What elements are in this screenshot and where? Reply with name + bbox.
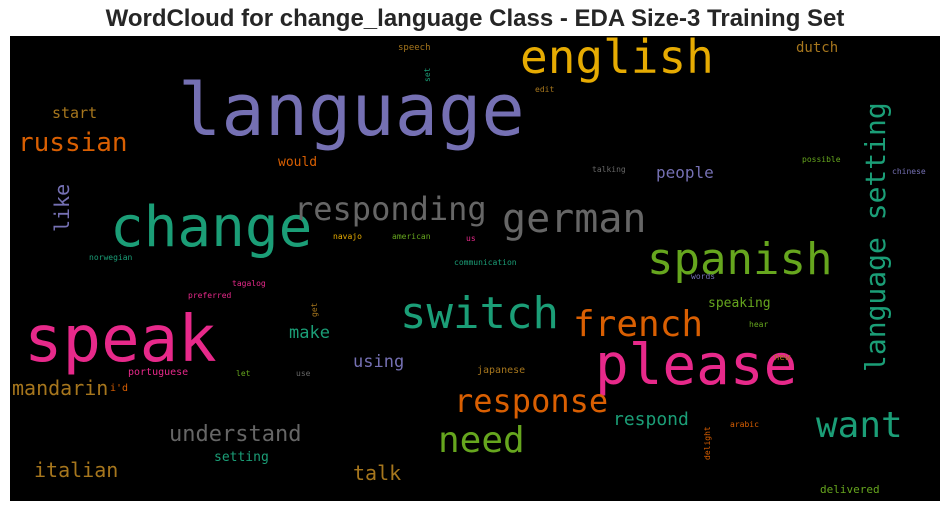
word-switch: switch xyxy=(400,288,559,339)
word-use: use xyxy=(296,369,311,378)
word-i-d: i'd xyxy=(110,383,129,394)
word-german: german xyxy=(502,196,647,242)
word-let: let xyxy=(236,369,251,378)
word-delivered: delivered xyxy=(820,483,880,496)
word-cloud: language english change speak please ger… xyxy=(10,36,940,501)
word-delight: delight xyxy=(703,426,712,460)
word-speech: speech xyxy=(398,43,431,53)
word-dutch: dutch xyxy=(796,40,839,56)
word-please: please xyxy=(595,333,798,398)
word-possible: possible xyxy=(802,155,841,164)
word-need: need xyxy=(438,420,525,461)
word-tagalog: tagalog xyxy=(232,279,266,288)
word-words: words xyxy=(691,272,716,281)
word-hear: hear xyxy=(749,320,769,329)
word-setting: setting xyxy=(214,450,269,465)
word-response: response xyxy=(454,382,609,420)
word-speaking: speaking xyxy=(708,296,771,311)
word-norwegian: norwegian xyxy=(89,253,133,262)
word-us: us xyxy=(466,234,476,243)
word-language: language xyxy=(178,68,525,152)
word-talking: talking xyxy=(592,165,626,174)
word-japanese: japanese xyxy=(477,365,526,376)
word-arabic: arabic xyxy=(730,420,759,429)
word-responding: responding xyxy=(294,190,487,228)
word-russian: russian xyxy=(18,128,128,158)
word-like: like xyxy=(50,183,74,232)
word-make: make xyxy=(289,323,330,343)
word-people: people xyxy=(656,163,714,182)
word-english: english xyxy=(520,36,714,84)
word-respond: respond xyxy=(613,409,689,430)
word-communication: communication xyxy=(454,258,517,267)
word-would: would xyxy=(278,155,318,170)
word-preferred: preferred xyxy=(188,291,232,300)
word-mandarin: mandarin xyxy=(12,376,109,400)
word-italian: italian xyxy=(34,458,119,482)
word-using: using xyxy=(353,352,405,372)
word-portuguese: portuguese xyxy=(128,367,189,378)
word-set: set xyxy=(423,67,432,82)
word-change: change xyxy=(110,195,313,260)
word-spanish: spanish xyxy=(647,234,833,285)
word-edit: edit xyxy=(535,85,555,94)
word-talk: talk xyxy=(353,461,402,485)
word-navajo: navajo xyxy=(333,232,362,241)
chart-title: WordCloud for change_language Class - ED… xyxy=(105,5,845,32)
word-french: french xyxy=(573,304,704,345)
word-get: get xyxy=(310,302,319,317)
word-american: american xyxy=(392,232,431,241)
word-understand: understand xyxy=(169,422,302,447)
word-chinese: chinese xyxy=(892,167,926,176)
word-new: new xyxy=(774,353,791,363)
word-start: start xyxy=(52,104,98,122)
word-language-setting: language setting xyxy=(859,102,892,372)
word-want: want xyxy=(816,405,903,446)
word-speak: speak xyxy=(24,303,217,377)
